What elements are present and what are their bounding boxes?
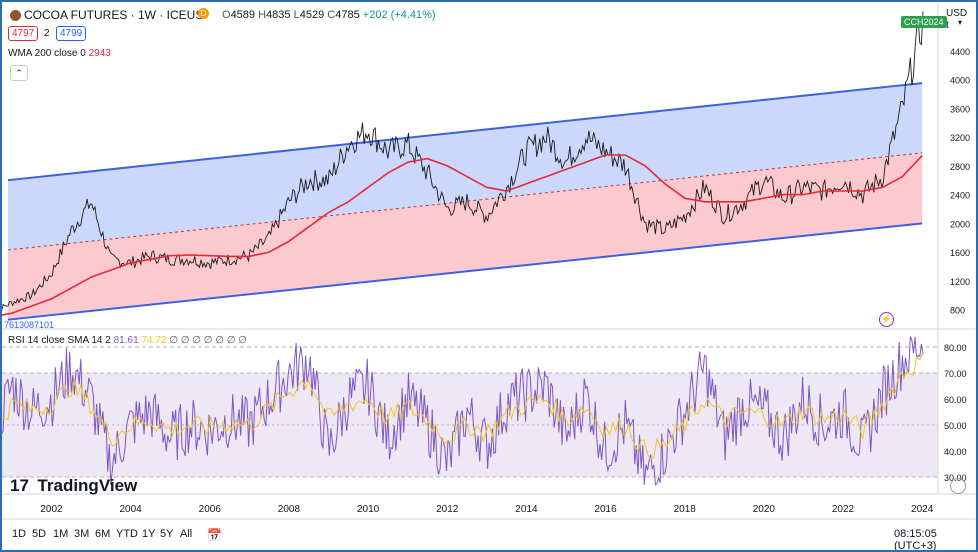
price-tick-7: 1600 [950,248,970,258]
clock[interactable]: 08:15:05 (UTC+3) [894,528,937,550]
rsi-sma-value: 74.72 [141,335,167,346]
rsi-legend[interactable]: RSI 14 close SMA 14 2 81.61 74.72 ∅ ∅ ∅ … [8,335,247,346]
ask-box[interactable]: 4799 [56,26,87,41]
price-tick-3: 3200 [950,133,970,143]
date-range-icon[interactable]: 📅 [207,528,222,542]
wma-value: 2943 [88,48,111,59]
time-tick-2004: 2004 [120,504,143,515]
price-tick-8: 1200 [950,277,970,287]
unit-dropdown-icon[interactable]: ▾ [958,18,963,27]
tf-6m[interactable]: 6M [95,528,111,540]
tradingview-logo-icon: 17 [10,476,29,495]
tf-5y[interactable]: 5Y [160,528,174,540]
time-tick-2024: 2024 [911,504,934,515]
high-value: 4835 [266,9,291,21]
channel-lower-band [7,152,923,320]
rsi-tick-0: 80.00 [944,343,967,353]
tf-5d[interactable]: 5D [32,528,47,540]
wma-legend[interactable]: WMA 200 close 0 2943 [8,48,111,59]
currency-label[interactable]: USD [946,8,968,19]
price-series-line [2,11,924,312]
tf-all[interactable]: All [180,528,193,540]
rsi-tick-3: 50.00 [944,421,967,431]
rsi-sma-series-line [2,351,924,460]
price-tick-6: 2000 [950,219,970,229]
channel-upper-band [7,83,923,250]
open-value: 4589 [230,9,256,21]
contract-badge: CCH2024 [901,16,947,28]
price-tick-4: 2800 [950,162,970,172]
unit-label[interactable]: t [946,20,949,31]
time-tick-2022: 2022 [832,504,855,515]
rsi-extra-values: ∅ ∅ ∅ ∅ ∅ ∅ ∅ [169,335,247,346]
tf-ytd[interactable]: YTD [116,528,138,540]
time-tick-2012: 2012 [436,504,459,515]
time-tick-2020: 2020 [753,504,776,515]
tf-1d[interactable]: 1D [12,528,27,540]
tf-1m[interactable]: 1M [53,528,69,540]
close-value: 4785 [335,9,360,21]
time-tick-2014: 2014 [515,504,538,515]
tf-1y[interactable]: 1Y [142,528,156,540]
lightning-icon[interactable]: ⚡ [879,312,894,327]
time-tick-2010: 2010 [357,504,380,515]
time-tick-2002: 2002 [40,504,63,515]
collapse-legend-icon[interactable]: ⌃ [10,65,28,81]
price-tick-0: 4400 [950,47,970,57]
low-value: 4529 [299,9,325,21]
bid-box[interactable]: 4797 [8,26,39,41]
settings-gear-icon[interactable] [950,478,966,494]
time-tick-2016: 2016 [594,504,617,515]
spread-value: 2 [44,28,50,39]
change-value: +202 (+4.41%) [362,9,436,21]
rsi-value: 81.61 [113,335,139,346]
price-tick-9: 800 [950,306,965,316]
channel-top-line [7,82,923,182]
price-tick-2: 3600 [950,104,970,114]
symbol-logo-icon [10,10,21,21]
wma-series-line [2,154,923,316]
delayed-badge[interactable]: D [198,8,209,19]
channel-bottom-line [7,222,923,321]
symbol-title[interactable]: COCOA FUTURES · 1W · ICEUS [24,8,204,22]
tradingview-watermark: 17 TradingView [10,476,138,495]
rsi-tick-2: 60.00 [944,395,967,405]
price-tick-1: 4000 [950,76,970,86]
rsi-tick-1: 70.00 [944,369,967,379]
bottom-left-id: 7613087101 [4,320,55,330]
tf-3m[interactable]: 3M [74,528,90,540]
time-tick-2018: 2018 [674,504,697,515]
rsi-tick-4: 40.00 [944,447,967,457]
ohlc-readout: O4589 H4835 L4529 C4785 +202 (+4.41%) [222,9,436,21]
time-tick-2006: 2006 [199,504,222,515]
time-tick-2008: 2008 [278,504,301,515]
price-tick-5: 2400 [950,191,970,201]
